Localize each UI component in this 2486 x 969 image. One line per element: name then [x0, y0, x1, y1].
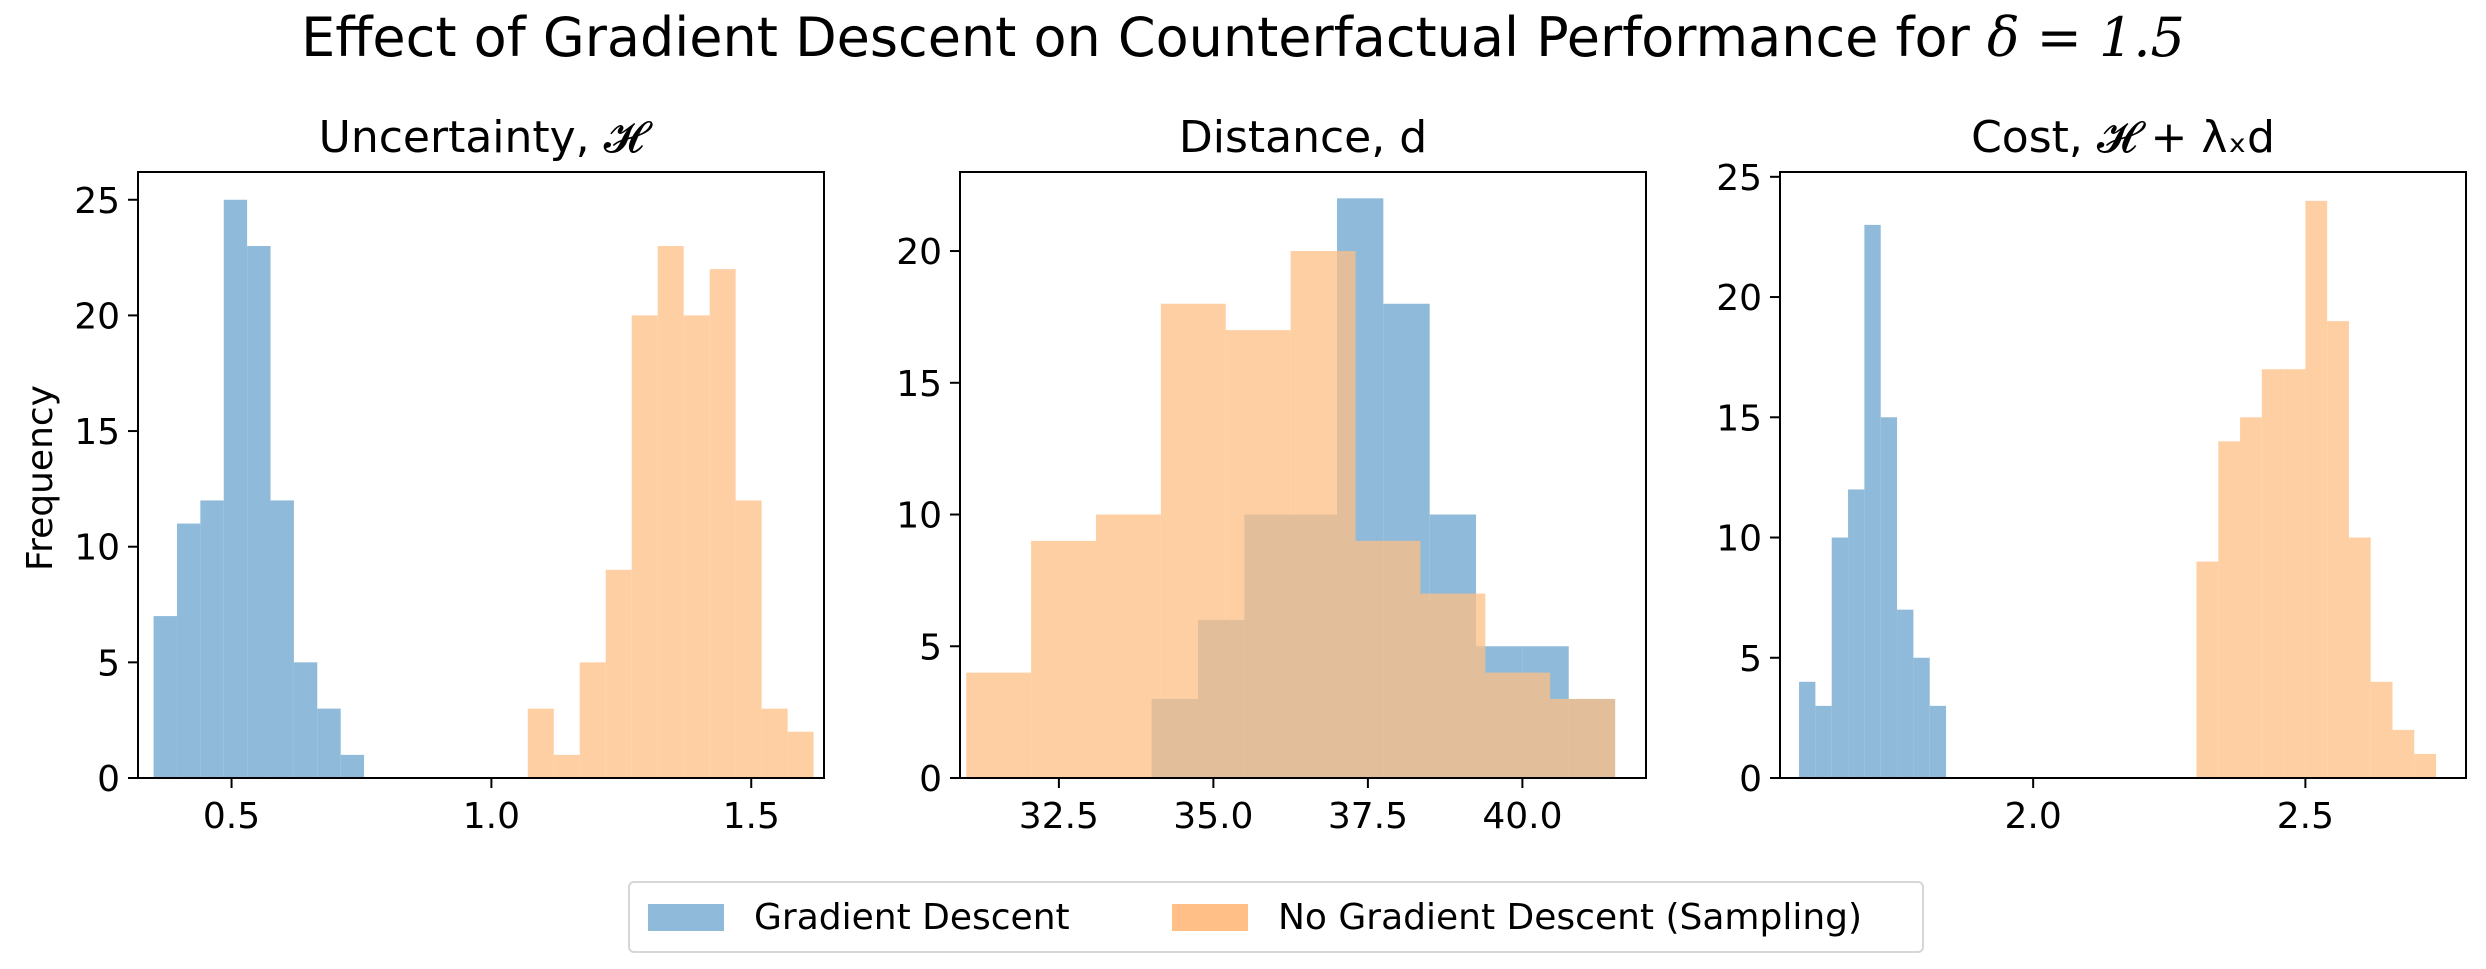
legend-item-sampling: No Gradient Descent (Sampling): [1172, 883, 1862, 951]
histogram-bar: [553, 754, 580, 778]
histogram-bar: [1160, 303, 1226, 778]
histogram-bar: [1929, 705, 1947, 778]
histogram-bar: [293, 662, 318, 778]
plot-frame: [137, 171, 825, 779]
histogram-bar: [657, 246, 684, 779]
histogram-bar: [2370, 681, 2393, 778]
x-tick-label: 0.5: [203, 796, 260, 837]
y-tick-label: 10: [74, 528, 120, 569]
histogram-bar: [579, 662, 606, 778]
histogram-bar: [735, 500, 762, 778]
histogram-bar: [527, 708, 554, 778]
histogram-bar: [1225, 330, 1291, 778]
y-tick-label: 5: [1739, 639, 1762, 680]
legend-label: No Gradient Descent (Sampling): [1278, 896, 1863, 938]
histogram-bar: [1290, 251, 1356, 779]
panel-title: Cost, 𝓗 + λₓd: [1971, 112, 2275, 163]
legend-swatch-gradient-descent: [648, 903, 724, 931]
histogram-bar: [631, 315, 658, 778]
histogram-bar: [2240, 417, 2262, 778]
histogram-bar: [176, 523, 201, 778]
histogram-bar: [966, 672, 1032, 778]
x-tick-label: 1.5: [723, 796, 780, 837]
histogram-bar: [2261, 369, 2284, 778]
y-tick-label: 15: [896, 364, 942, 405]
histogram-bar: [1031, 540, 1096, 778]
x-tick-label: 2.5: [2277, 796, 2334, 837]
y-tick-label: 25: [1716, 158, 1762, 199]
histogram-bar: [1485, 672, 1551, 778]
y-tick-label: 25: [74, 181, 120, 222]
histogram-bar: [2327, 321, 2349, 778]
y-tick-label: 0: [97, 759, 120, 800]
histogram-bar: [2392, 729, 2415, 778]
histogram-bar: [200, 500, 224, 778]
y-tick-label: 20: [896, 232, 942, 273]
y-tick-label: 5: [97, 643, 120, 684]
histogram-bar: [2283, 369, 2306, 778]
y-axis-label: Frequency: [20, 385, 61, 571]
x-tick-label: 1.0: [463, 796, 520, 837]
histogram-bar: [2196, 561, 2219, 778]
histogram-bar: [1897, 609, 1914, 778]
histogram-bar: [223, 199, 248, 778]
y-tick-label: 20: [1716, 278, 1762, 319]
histogram-bar: [1095, 514, 1161, 778]
figure-title: Effect of Gradient Descent on Counterfac…: [301, 6, 2185, 69]
histogram-bar: [683, 315, 710, 778]
histogram-bar: [2414, 753, 2437, 778]
histogram-bar: [1831, 537, 1849, 778]
y-tick-label: 5: [919, 627, 942, 668]
histogram-bar: [1848, 489, 1865, 778]
histogram-bar: [1880, 417, 1898, 778]
y-tick-label: 10: [896, 496, 942, 537]
x-tick-label: 32.5: [1019, 796, 1099, 837]
x-tick-label: 40.0: [1482, 796, 1562, 837]
histogram-bar: [153, 616, 177, 778]
panel-title: Distance, d: [1179, 112, 1427, 163]
histogram-bar: [1864, 224, 1881, 778]
histogram-bar: [1799, 681, 1816, 778]
histogram-bar: [1550, 698, 1616, 778]
histogram-bar: [340, 754, 365, 778]
legend: Gradient Descent No Gradient Descent (Sa…: [628, 881, 1924, 953]
histogram-bar: [605, 569, 632, 778]
y-tick-label: 0: [919, 759, 942, 800]
x-tick-label: 35.0: [1173, 796, 1253, 837]
plot-frame: [959, 171, 1647, 779]
histogram-bar: [2348, 537, 2371, 778]
legend-item-gradient-descent: Gradient Descent: [648, 883, 1070, 951]
y-tick-label: 10: [1716, 519, 1762, 560]
histogram-bar: [1355, 540, 1421, 778]
y-tick-label: 0: [1739, 759, 1762, 800]
x-tick-label: 2.0: [2005, 796, 2062, 837]
x-tick-label: 37.5: [1328, 796, 1408, 837]
histogram-bar: [247, 246, 271, 779]
histogram-bar: [317, 708, 341, 778]
histogram-bar: [1420, 593, 1486, 778]
legend-swatch-sampling: [1172, 903, 1248, 931]
legend-label: Gradient Descent: [754, 896, 1070, 938]
histogram-bar: [1815, 705, 1832, 778]
y-tick-label: 15: [1716, 398, 1762, 439]
histogram-bar: [787, 731, 814, 778]
panel-title: Uncertainty, 𝓗: [319, 112, 654, 163]
histogram-bar: [2305, 200, 2328, 778]
histogram-bar: [1913, 657, 1930, 778]
histogram-bar: [709, 269, 736, 778]
histogram-bar: [270, 500, 294, 778]
y-tick-label: 15: [74, 412, 120, 453]
y-tick-label: 20: [74, 296, 120, 337]
plot-frame: [1779, 171, 2467, 779]
histogram-bar: [761, 708, 788, 778]
histogram-bar: [2218, 441, 2241, 778]
